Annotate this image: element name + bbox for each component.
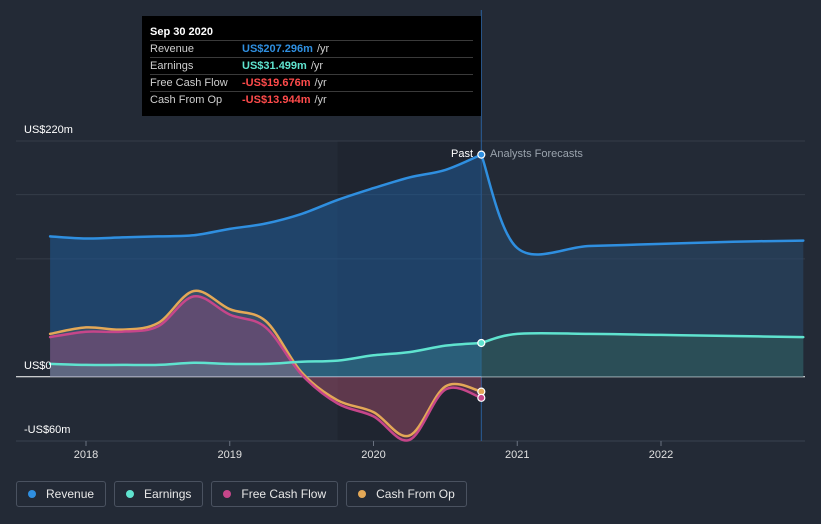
- earnings-past-line: [48, 341, 483, 367]
- legend-label: Cash From Op: [376, 487, 455, 501]
- revenue-forecast-area: [481, 154, 804, 377]
- x-tick-label: 2019: [218, 449, 242, 461]
- tooltip-unit: /yr: [314, 77, 327, 89]
- x-tick-label: 2022: [649, 449, 673, 461]
- legend-dot-icon: [126, 490, 135, 498]
- tooltip-label: Revenue: [150, 43, 195, 55]
- chart-legend: Revenue Earnings Free Cash Flow Cash Fro…: [16, 481, 467, 507]
- free-cash-flow-past-line: [48, 295, 483, 442]
- x-tick-label: 2020: [361, 449, 385, 461]
- tooltip-row-cash-from-op: Cash From Op -US$13.944m /yr: [150, 91, 473, 108]
- x-tick-label: 2021: [505, 449, 529, 461]
- legend-dot-icon: [358, 490, 367, 498]
- y-axis-zero-label: US$0: [24, 360, 52, 372]
- tooltip-label: Earnings: [150, 60, 194, 72]
- earnings-past-area: [50, 343, 482, 377]
- cash-from-op-past-line: [48, 289, 483, 438]
- free-cash-flow-hover-marker: [477, 393, 486, 402]
- x-tick-label: 2018: [74, 449, 98, 461]
- tooltip-unit: /yr: [310, 60, 324, 72]
- legend-label: Revenue: [46, 487, 95, 501]
- hover-tooltip: Sep 30 2020 Revenue US$207.296m /yr Earn…: [142, 16, 481, 116]
- tooltip-label: Free Cash Flow: [150, 77, 228, 89]
- legend-dot-icon: [223, 490, 232, 498]
- revenue-past-line: [48, 153, 483, 240]
- legend-dot-icon: [28, 490, 36, 498]
- legend-item-free-cash-flow[interactable]: Free Cash Flow: [211, 481, 339, 507]
- y-axis-min-label: -US$60m: [24, 424, 70, 436]
- tooltip-value: -US$13.944m: [242, 94, 311, 106]
- legend-item-earnings[interactable]: Earnings: [114, 481, 204, 507]
- revenue-hover-marker: [477, 150, 486, 159]
- earnings-hover-marker: [477, 338, 486, 348]
- analysts-forecasts-label: Analysts Forecasts: [490, 148, 583, 160]
- tooltip-row-revenue: Revenue US$207.296m /yr: [150, 40, 473, 57]
- tooltip-value: US$207.296m: [242, 43, 313, 55]
- tooltip-label: Cash From Op: [150, 94, 223, 106]
- legend-label: Earnings: [144, 487, 192, 501]
- tooltip-unit: /yr: [316, 43, 330, 55]
- free-cash-flow-past-area: [50, 296, 482, 441]
- legend-label: Free Cash Flow: [241, 487, 327, 501]
- legend-item-revenue[interactable]: Revenue: [16, 481, 107, 507]
- tooltip-row-earnings: Earnings US$31.499m /yr: [150, 57, 473, 74]
- earnings-revenue-chart: US$220m US$0 -US$60m Past Analysts Forec…: [16, 10, 805, 461]
- tooltip-value: -US$19.676m: [242, 77, 311, 89]
- legend-item-cash-from-op[interactable]: Cash From Op: [346, 481, 467, 507]
- tooltip-unit: /yr: [314, 94, 327, 106]
- earnings-forecast-area: [481, 333, 804, 377]
- tooltip-value: US$31.499m: [242, 60, 307, 72]
- tooltip-date: Sep 30 2020: [150, 26, 213, 38]
- past-label: Past: [451, 148, 473, 160]
- y-axis-max-label: US$220m: [24, 124, 73, 136]
- tooltip-row-free-cash-flow: Free Cash Flow -US$19.676m /yr: [150, 74, 473, 91]
- revenue-forecast-line: [480, 153, 805, 256]
- revenue-past-area: [50, 154, 482, 377]
- earnings-forecast-line: [480, 331, 805, 345]
